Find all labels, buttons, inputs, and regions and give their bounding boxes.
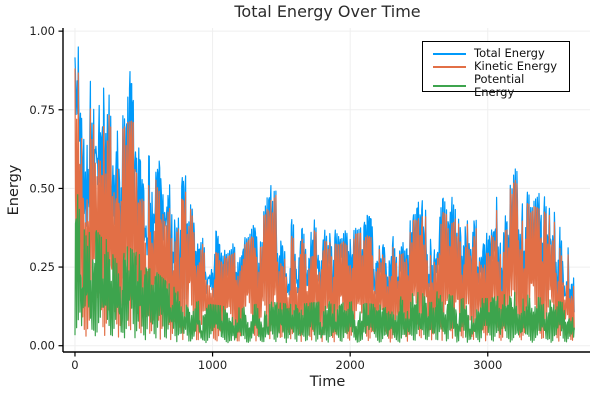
legend-box: Total Energy Kinetic Energy Potential En… xyxy=(422,41,570,99)
chart-title: Total Energy Over Time xyxy=(234,2,421,21)
legend-label-kinetic: Kinetic Energy xyxy=(474,59,558,73)
series-potential-energy xyxy=(74,194,575,344)
legend-entry-potential: Potential Energy xyxy=(433,73,563,99)
y-tick-label: 0.25 xyxy=(29,260,55,274)
y-tick-label: 0.00 xyxy=(29,339,55,353)
legend-label-total: Total Energy xyxy=(474,46,545,60)
legend-line-sample-kinetic xyxy=(433,65,466,68)
legend-entry-kinetic: Kinetic Energy xyxy=(433,60,563,73)
x-tick-label: 1000 xyxy=(198,358,227,372)
legend-line-sample-potential xyxy=(433,85,466,87)
legend-line-sample-total xyxy=(433,52,466,55)
legend-entry-total: Total Energy xyxy=(433,47,563,60)
y-tick-label: 1.00 xyxy=(29,24,55,38)
legend-label-potential: Potential Energy xyxy=(474,72,525,99)
y-tick-label: 0.50 xyxy=(29,181,55,195)
y-axis-label: Energy xyxy=(6,164,22,216)
series-kinetic-energy xyxy=(74,68,575,343)
x-tick-label: 0 xyxy=(71,358,78,372)
x-tick-label: 3000 xyxy=(473,358,502,372)
y-tick-label: 0.75 xyxy=(29,103,55,117)
x-axis-label: Time xyxy=(309,374,346,390)
x-tick-label: 2000 xyxy=(336,358,365,372)
